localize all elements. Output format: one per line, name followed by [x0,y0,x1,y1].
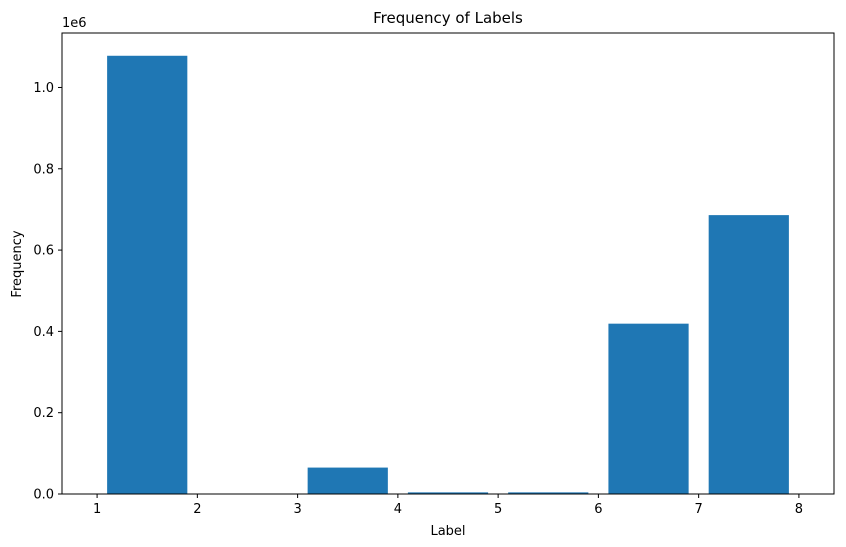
bar-6 [608,323,689,494]
y-tick-label: 0.4 [33,325,54,340]
x-tick-label: 5 [494,502,502,517]
bar-4 [407,492,489,494]
chart-title: Frequency of Labels [373,9,523,27]
bars-group [107,55,789,495]
bar-5 [508,492,589,494]
y-tick-label: 0.0 [33,488,54,503]
y-tick-label: 0.6 [33,244,54,259]
x-tick-label: 6 [594,502,602,517]
plot-frame [61,32,835,495]
x-tick-label: 7 [695,502,703,517]
x-tick-label: 2 [193,502,201,517]
x-tick-label: 8 [795,502,803,517]
y-tick-label: 0.8 [33,162,54,177]
y-axis: 0.0 0.2 0.4 0.6 0.8 1.0 [33,81,62,503]
y-offset-label: 1e6 [62,16,87,31]
x-tick-label: 4 [394,502,402,517]
x-tick-label: 1 [93,502,101,517]
x-tick-label: 3 [293,502,301,517]
bar-7 [708,215,789,494]
bar-1 [107,55,188,495]
x-axis: 1 2 3 4 5 6 7 8 [93,494,803,517]
y-axis-label: Frequency [10,230,25,297]
y-tick-label: 0.2 [33,406,54,421]
x-axis-label: Label [430,524,465,539]
y-tick-label: 1.0 [33,81,54,96]
bar-3 [307,467,388,494]
